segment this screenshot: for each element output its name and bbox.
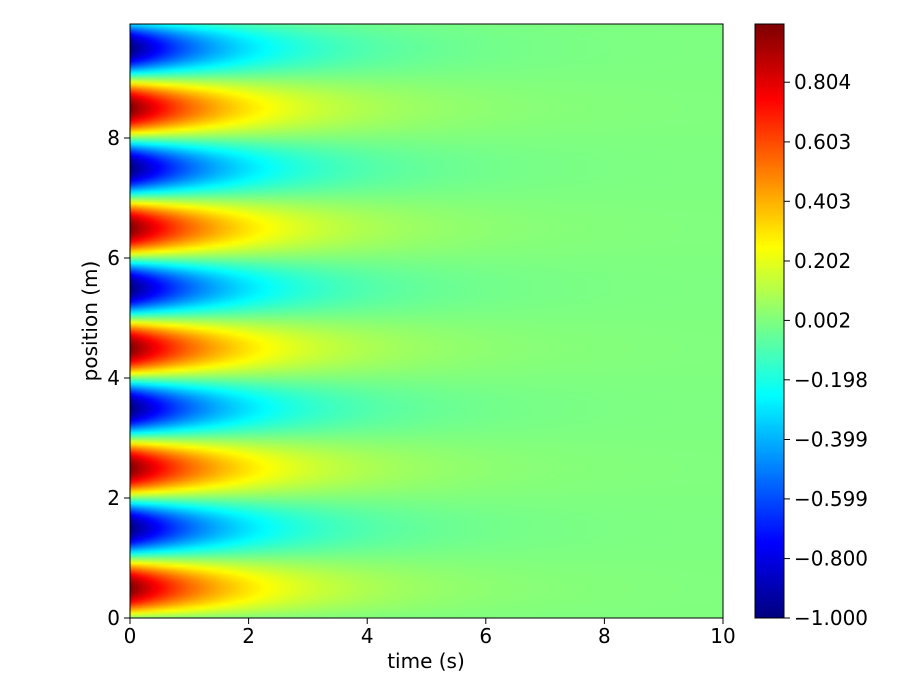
colorbar-tick-label: −1.000 bbox=[794, 606, 868, 630]
y-tick-label: 0 bbox=[107, 606, 120, 630]
colorbar-tick-label: 0.603 bbox=[794, 130, 851, 154]
y-tick-label: 8 bbox=[107, 126, 120, 150]
x-tick-label: 4 bbox=[361, 624, 374, 648]
x-tick-label: 6 bbox=[479, 624, 492, 648]
colorbar-tick-label: 0.002 bbox=[794, 308, 851, 332]
colorbar-tick-label: −0.198 bbox=[794, 368, 868, 392]
colorbar-tick-label: 0.202 bbox=[794, 249, 851, 273]
y-axis-label: position (m) bbox=[78, 261, 102, 382]
plot-area bbox=[129, 23, 724, 619]
colorbar: −1.000 −0.800 −0.599 −0.399 −0.198 0.002 0.202… bbox=[754, 23, 868, 630]
plot-frame bbox=[129, 23, 724, 619]
colorbar-tick-label: 0.403 bbox=[794, 189, 851, 213]
x-tick-label: 8 bbox=[598, 624, 611, 648]
colorbar-tick-label: −0.800 bbox=[794, 547, 868, 571]
colorbar-tick-label: −0.399 bbox=[794, 428, 868, 452]
x-axis-ticks: 0 2 4 6 8 10 bbox=[124, 618, 736, 648]
heatmap-image bbox=[130, 24, 723, 618]
x-axis-label: time (s) bbox=[387, 649, 465, 673]
colorbar-tick-label: 0.804 bbox=[794, 70, 851, 94]
colorbar-gradient bbox=[755, 24, 784, 618]
colorbar-tick-label: −0.599 bbox=[794, 487, 868, 511]
colorbar-frame bbox=[754, 23, 785, 619]
x-tick-label: 0 bbox=[124, 624, 137, 648]
y-axis-ticks: 0 2 4 6 8 bbox=[107, 126, 130, 630]
x-tick-label: 2 bbox=[242, 624, 255, 648]
y-tick-label: 6 bbox=[107, 246, 120, 270]
y-tick-label: 2 bbox=[107, 486, 120, 510]
y-tick-label: 4 bbox=[107, 366, 120, 390]
colorbar-ticks: −1.000 −0.800 −0.599 −0.399 −0.198 0.002 0.202… bbox=[784, 70, 868, 630]
x-tick-label: 10 bbox=[710, 624, 735, 648]
